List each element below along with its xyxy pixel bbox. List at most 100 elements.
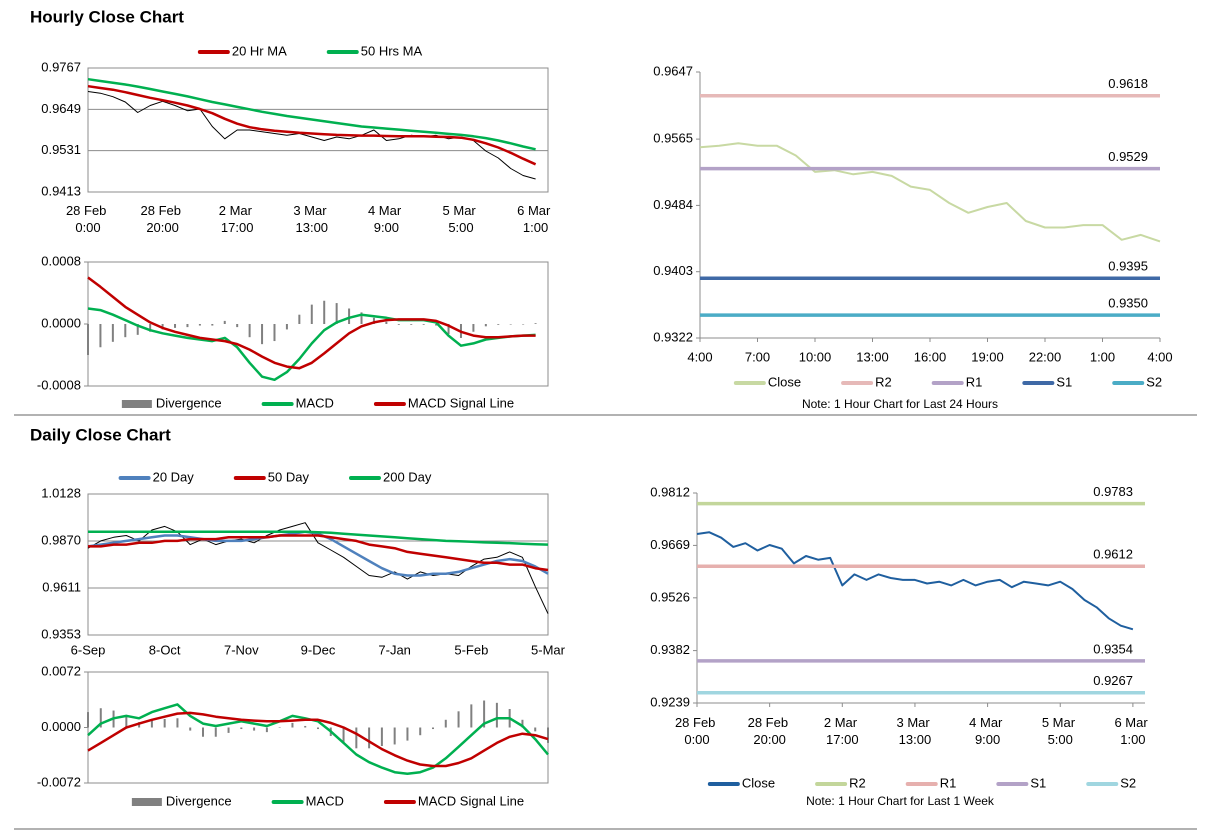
x-tick-label: 4:00 [687, 349, 712, 364]
divergence-bar [534, 323, 537, 324]
x-tick-label: 28 Feb 0:00 [675, 715, 719, 747]
y-tick-label: 0.9767 [41, 59, 81, 74]
plot-frame [87, 493, 549, 636]
divergence-bar [470, 704, 473, 728]
legend-label: MACD [296, 395, 334, 410]
divergence-bar [484, 324, 487, 327]
y-tick-label: 0.9611 [42, 579, 81, 594]
legend-swatch [131, 798, 162, 806]
series-line [87, 530, 549, 577]
legend-label: S2 [1120, 775, 1136, 790]
divergence-bar [124, 324, 127, 338]
legend-label: R1 [940, 775, 957, 790]
divergence-bar [87, 712, 89, 728]
x-tick-label: 19:00 [971, 349, 1004, 364]
divergence-bar [174, 324, 177, 328]
divergence-bar [236, 324, 239, 328]
divergence-bar [410, 324, 413, 325]
divergence-bar [99, 324, 102, 348]
y-tick-label: 0.9526 [650, 589, 690, 604]
legend: Divergence MACD MACD Signal Line [131, 793, 524, 808]
divergence-bar [355, 727, 358, 749]
divergence-bar [323, 300, 326, 324]
legend-label: MACD Signal Line [408, 395, 514, 410]
y-tick-label: 0.9565 [653, 131, 693, 146]
series-line [87, 307, 536, 382]
x-tick-label: 6 Mar 1:00 [517, 203, 554, 235]
divergence-bar [261, 324, 264, 345]
divergence-bar [202, 727, 204, 737]
legend: Close R2 R1 S1 S2 [707, 775, 1136, 790]
x-tick-label: 2 Mar 17:00 [824, 715, 861, 747]
y-tick-label: 0.9647 [653, 63, 693, 78]
y-tick-label: 0.9322 [653, 329, 693, 344]
divergence-bar [273, 324, 276, 342]
divergence-bar [393, 727, 396, 745]
divergence-bar [397, 324, 400, 325]
divergence-bar [211, 324, 214, 326]
legend-label: Divergence [156, 395, 222, 410]
legend: Divergence MACD MACD Signal Line [121, 395, 514, 410]
x-tick-label: 5-Mar [531, 642, 566, 657]
y-tick-label: 0.0000 [41, 315, 81, 330]
divergence-bar [457, 711, 460, 728]
divergence-bar [99, 708, 102, 728]
legend-label: 20 Hr MA [232, 43, 287, 58]
series-line [87, 84, 537, 166]
chart-note: Note: 1 Hour Chart for Last 1 Week [806, 794, 995, 808]
divergence-bar [547, 727, 549, 743]
divergence-bar [534, 727, 537, 732]
level-label: 0.9612 [1093, 547, 1133, 562]
divergence-bar [317, 727, 319, 730]
legend-label: R2 [849, 775, 866, 790]
y-tick-label: 0.9649 [41, 101, 81, 116]
y-tick-label: 0.9484 [653, 197, 693, 212]
legend-label: R1 [966, 374, 983, 389]
plot-frame [87, 261, 549, 387]
x-tick-label: 2 Mar 17:00 [219, 203, 256, 235]
divergence-bar [348, 308, 351, 324]
x-tick-label: 28 Feb 0:00 [66, 203, 110, 235]
divergence-bar [497, 324, 500, 325]
divergence-bar [87, 324, 89, 355]
x-tick-label: 22:00 [1029, 349, 1062, 364]
divergence-bar [310, 304, 313, 324]
section-title: Daily Close Chart [30, 425, 171, 444]
series-line [88, 534, 549, 572]
divergence-bar [176, 718, 179, 728]
legend-label: S1 [1030, 775, 1046, 790]
y-tick-label: 0.9669 [650, 537, 690, 552]
divergence-bar [298, 314, 301, 324]
y-tick-label: 0.0008 [41, 253, 81, 268]
series-line [88, 530, 549, 546]
x-tick-label: 7-Jan [378, 642, 411, 657]
legend-label: Divergence [166, 793, 232, 808]
divergence-bar [198, 324, 201, 326]
x-tick-label: 6-Sep [71, 642, 106, 657]
y-tick-label: -0.0072 [37, 774, 81, 789]
y-tick-label: 0.9812 [650, 484, 690, 499]
series-line [699, 142, 1161, 243]
level-label: 0.9354 [1093, 641, 1133, 656]
divergence-bar [291, 722, 294, 728]
x-tick-label: 13:00 [856, 349, 889, 364]
x-tick-label: 7:00 [745, 349, 770, 364]
divergence-bar [189, 727, 192, 731]
level-label: 0.9529 [1108, 149, 1148, 164]
series-line [696, 531, 1134, 631]
divergence-bar [265, 727, 268, 733]
y-tick-label: 0.9413 [41, 183, 81, 198]
divergence-bar [472, 324, 475, 332]
divergence-bar [509, 324, 512, 325]
divergence-bar [406, 727, 409, 741]
series-line [87, 711, 549, 768]
y-tick-label: 0.9353 [41, 626, 81, 641]
divergence-bar [163, 719, 166, 728]
legend-label: S2 [1146, 374, 1162, 389]
level-label: 0.9783 [1093, 484, 1133, 499]
legend-label: Close [768, 374, 801, 389]
legend: 20 Day 50 Day 200 Day [118, 469, 432, 484]
divergence-bar [136, 324, 139, 335]
divergence-bar [422, 324, 425, 325]
